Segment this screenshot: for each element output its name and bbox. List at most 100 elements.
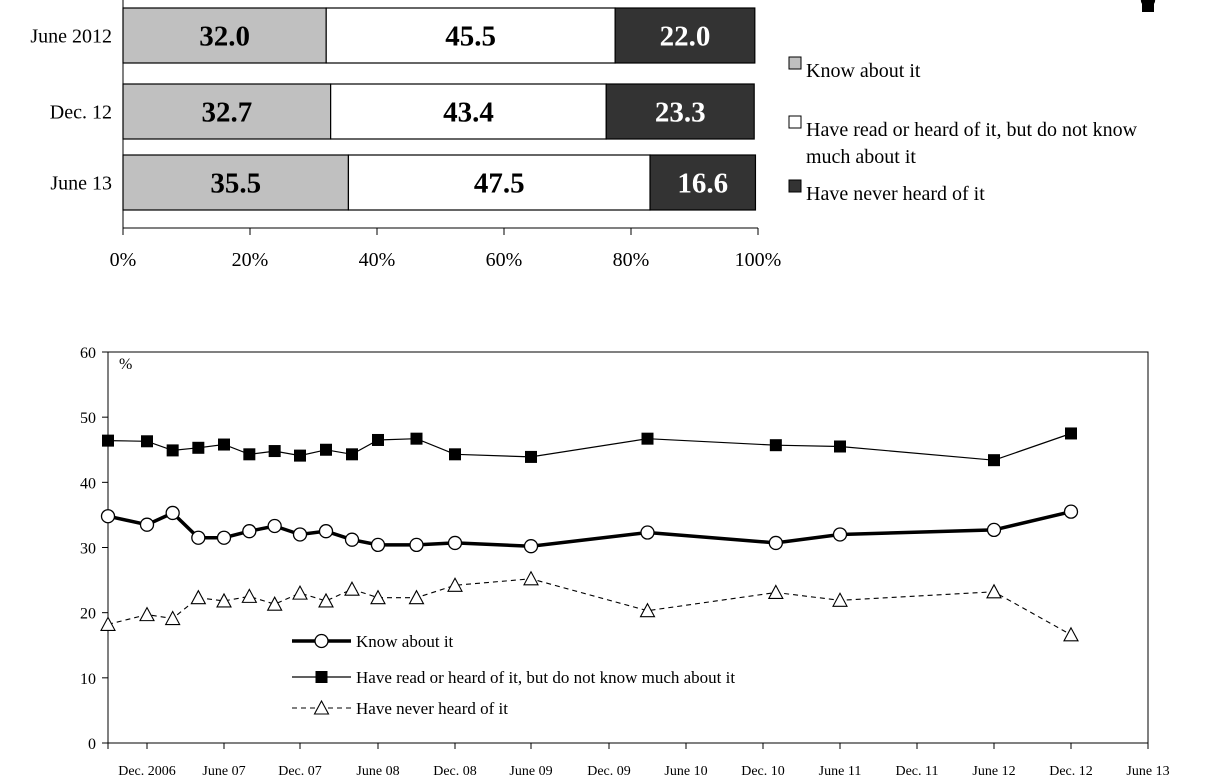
data-point: [266, 596, 283, 611]
bar-category-label: June 13: [50, 173, 112, 195]
data-point: [267, 518, 282, 534]
data-point: [769, 439, 782, 452]
data-point: [243, 448, 256, 461]
y-tick-label: 0: [88, 736, 96, 753]
data-point: [241, 588, 258, 603]
x-tick-label: June 10: [664, 764, 707, 778]
data-point: [292, 584, 308, 600]
data-point: [523, 570, 539, 586]
data-point: [986, 583, 1002, 599]
y-tick-label: 10: [80, 671, 96, 688]
data-point: [447, 577, 463, 592]
data-point: [166, 444, 179, 457]
x-tick-label: June 08: [356, 764, 399, 778]
bar-value-label: 35.5: [210, 168, 261, 200]
data-point: [1063, 626, 1079, 642]
data-point: [216, 592, 232, 608]
data-point: [641, 432, 654, 445]
data-point: [988, 454, 1000, 467]
data-point: [834, 440, 846, 453]
stacked-bar-chart: 32.0 45.5 22.0 June 2012 32.7 43.4 23.3 Dec. 12…: [30, 0, 781, 271]
data-point: [768, 535, 783, 551]
y-axis-unit: %: [119, 356, 132, 373]
y-tick-label: 60: [80, 345, 96, 362]
data-point: [320, 443, 332, 456]
x-tick-label: 0%: [110, 249, 137, 271]
x-tick-label: June 07: [202, 764, 245, 778]
bar-value-label: 43.4: [443, 97, 494, 129]
data-point: [346, 448, 358, 461]
legend-label: Know about it: [356, 632, 454, 651]
y-tick-label: 50: [80, 410, 96, 427]
bar-segment: [347, 154, 651, 211]
x-tick-label: June 12: [972, 764, 1015, 778]
data-point: [141, 435, 153, 448]
y-tick-label: 40: [80, 475, 96, 492]
bar-chart-legend: Know about it Have read or heard of it, b…: [788, 56, 1138, 205]
x-tick-label: Dec. 11: [895, 764, 938, 778]
data-point: [318, 592, 334, 608]
bar-segment: [614, 7, 756, 64]
bar-value-label: 47.5: [474, 168, 525, 200]
y-tick-label: 20: [80, 606, 96, 623]
bar-category-label: June 2012: [30, 26, 112, 48]
data-point: [525, 450, 537, 463]
data-point: [640, 525, 655, 540]
data-point: [344, 532, 360, 547]
bar-value-label: 16.6: [677, 168, 728, 200]
bar-segment: [649, 154, 757, 211]
x-tick-label: Dec. 07: [278, 764, 322, 778]
data-point: [102, 434, 114, 447]
data-point: [268, 445, 281, 458]
data-point: [409, 537, 424, 553]
x-tick-label: Dec. 2006: [118, 764, 176, 778]
bar-segment: [330, 83, 607, 140]
data-point: [139, 517, 155, 532]
data-point: [447, 535, 463, 551]
data-point: [164, 610, 181, 626]
bar-segment: [122, 83, 332, 140]
data-point: [192, 441, 205, 454]
data-point: [767, 584, 784, 600]
data-point: [1142, 0, 1154, 12]
data-point: [523, 539, 539, 554]
data-point: [100, 616, 116, 631]
line-chart: 0 10 20 30 40 50 60% Dec. 2006 June 07 Dec. 07 Jun…: [80, 0, 1170, 778]
data-point: [191, 530, 206, 545]
data-point: [408, 589, 425, 605]
x-tick-label: 20%: [232, 249, 269, 271]
x-tick-label: 100%: [735, 249, 782, 271]
data-point: [1063, 504, 1079, 519]
series-line: [107, 578, 1072, 636]
bar-segment: [122, 7, 327, 64]
data-point: [449, 448, 461, 461]
bar-value-label: 45.5: [445, 21, 496, 53]
data-point: [190, 589, 207, 605]
data-point: [165, 505, 180, 521]
data-point: [100, 509, 116, 524]
legend-label-line: Have read or heard of it, but do not kno…: [806, 119, 1138, 141]
x-tick-label: Dec. 09: [587, 764, 631, 778]
data-point: [218, 438, 230, 451]
bar-value-label: 22.0: [660, 21, 711, 53]
x-tick-label: June 13: [1126, 764, 1169, 778]
data-point: [372, 433, 384, 446]
legend-label: Have read or heard of it, but do not kno…: [356, 668, 735, 687]
data-point: [370, 589, 386, 605]
x-tick-label: Dec. 08: [433, 764, 477, 778]
x-tick-label: 80%: [613, 249, 650, 271]
bar-value-label: 32.7: [201, 97, 252, 129]
legend-marker: [314, 633, 329, 649]
x-tick-label: Dec. 10: [741, 764, 785, 778]
bar-segment: [605, 83, 755, 140]
data-point: [639, 602, 656, 618]
data-point: [242, 524, 257, 539]
legend-swatch: [788, 179, 802, 193]
data-point: [318, 524, 334, 539]
x-tick-label: Dec. 12: [1049, 764, 1093, 778]
data-point: [294, 449, 306, 462]
x-tick-label: June 11: [819, 764, 862, 778]
data-point: [410, 432, 423, 445]
bar-value-label: 23.3: [655, 97, 706, 129]
